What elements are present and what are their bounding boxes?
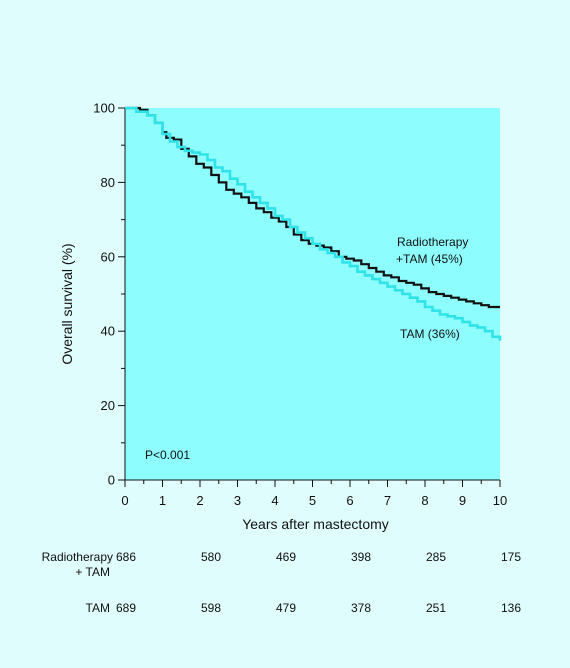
risk-table-cell: 136 [501, 601, 521, 615]
series-tam-line [125, 106, 502, 341]
y-tick-label: 20 [101, 398, 115, 413]
x-tick-label: 3 [234, 493, 241, 508]
risk-table-values: 686 580 469 398 285 175 689 598 479 378 251 136 [116, 550, 521, 615]
x-tick-label: 5 [309, 493, 316, 508]
risk-table-cell: 469 [276, 550, 296, 564]
risk-table-cell: 689 [116, 601, 136, 615]
x-tick-label: 7 [384, 493, 391, 508]
x-tick-label: 9 [459, 493, 466, 508]
axes: 0 20 40 60 80 100 0 1 2 3 4 5 6 7 8 9 10 [93, 101, 507, 509]
risk-table-cell: 378 [351, 601, 371, 615]
risk-table-cell: 479 [276, 601, 296, 615]
risk-table-cell: 251 [426, 601, 446, 615]
series-label-tam: TAM (36%) [400, 327, 460, 341]
x-tick-label: 0 [121, 493, 128, 508]
series-label-radiotherapy-line1: Radiotherapy [397, 235, 468, 249]
risk-row-label-radiotherapy-line2: + TAM [75, 565, 110, 579]
risk-row-label-radiotherapy: Radiotherapy [42, 550, 113, 564]
y-tick-label: 40 [101, 324, 115, 339]
risk-table-cell: 580 [201, 550, 221, 564]
y-tick-label: 60 [101, 249, 115, 264]
risk-table-cell: 686 [116, 550, 136, 564]
y-axis-label: Overall survival (%) [59, 243, 75, 364]
risk-table-cell: 285 [426, 550, 446, 564]
series-layer [125, 106, 502, 341]
x-tick-label: 2 [196, 493, 203, 508]
x-tick-label: 10 [493, 493, 507, 508]
y-tick-label: 80 [101, 175, 115, 190]
risk-row-label-tam: TAM [86, 601, 110, 615]
risk-table-cell: 398 [351, 550, 371, 564]
p-value-label: P<0.001 [145, 448, 190, 462]
x-tick-label: 6 [346, 493, 353, 508]
risk-table-cell: 598 [201, 601, 221, 615]
x-tick-label: 8 [421, 493, 428, 508]
x-tick-label: 1 [159, 493, 166, 508]
y-tick-label: 100 [93, 101, 115, 116]
risk-table-cell: 175 [501, 550, 521, 564]
x-axis-label: Years after mastectomy [242, 516, 389, 532]
y-tick-label: 0 [108, 473, 115, 488]
x-tick-label: 4 [271, 493, 278, 508]
series-label-radiotherapy-line2: +TAM (45%) [396, 252, 463, 266]
